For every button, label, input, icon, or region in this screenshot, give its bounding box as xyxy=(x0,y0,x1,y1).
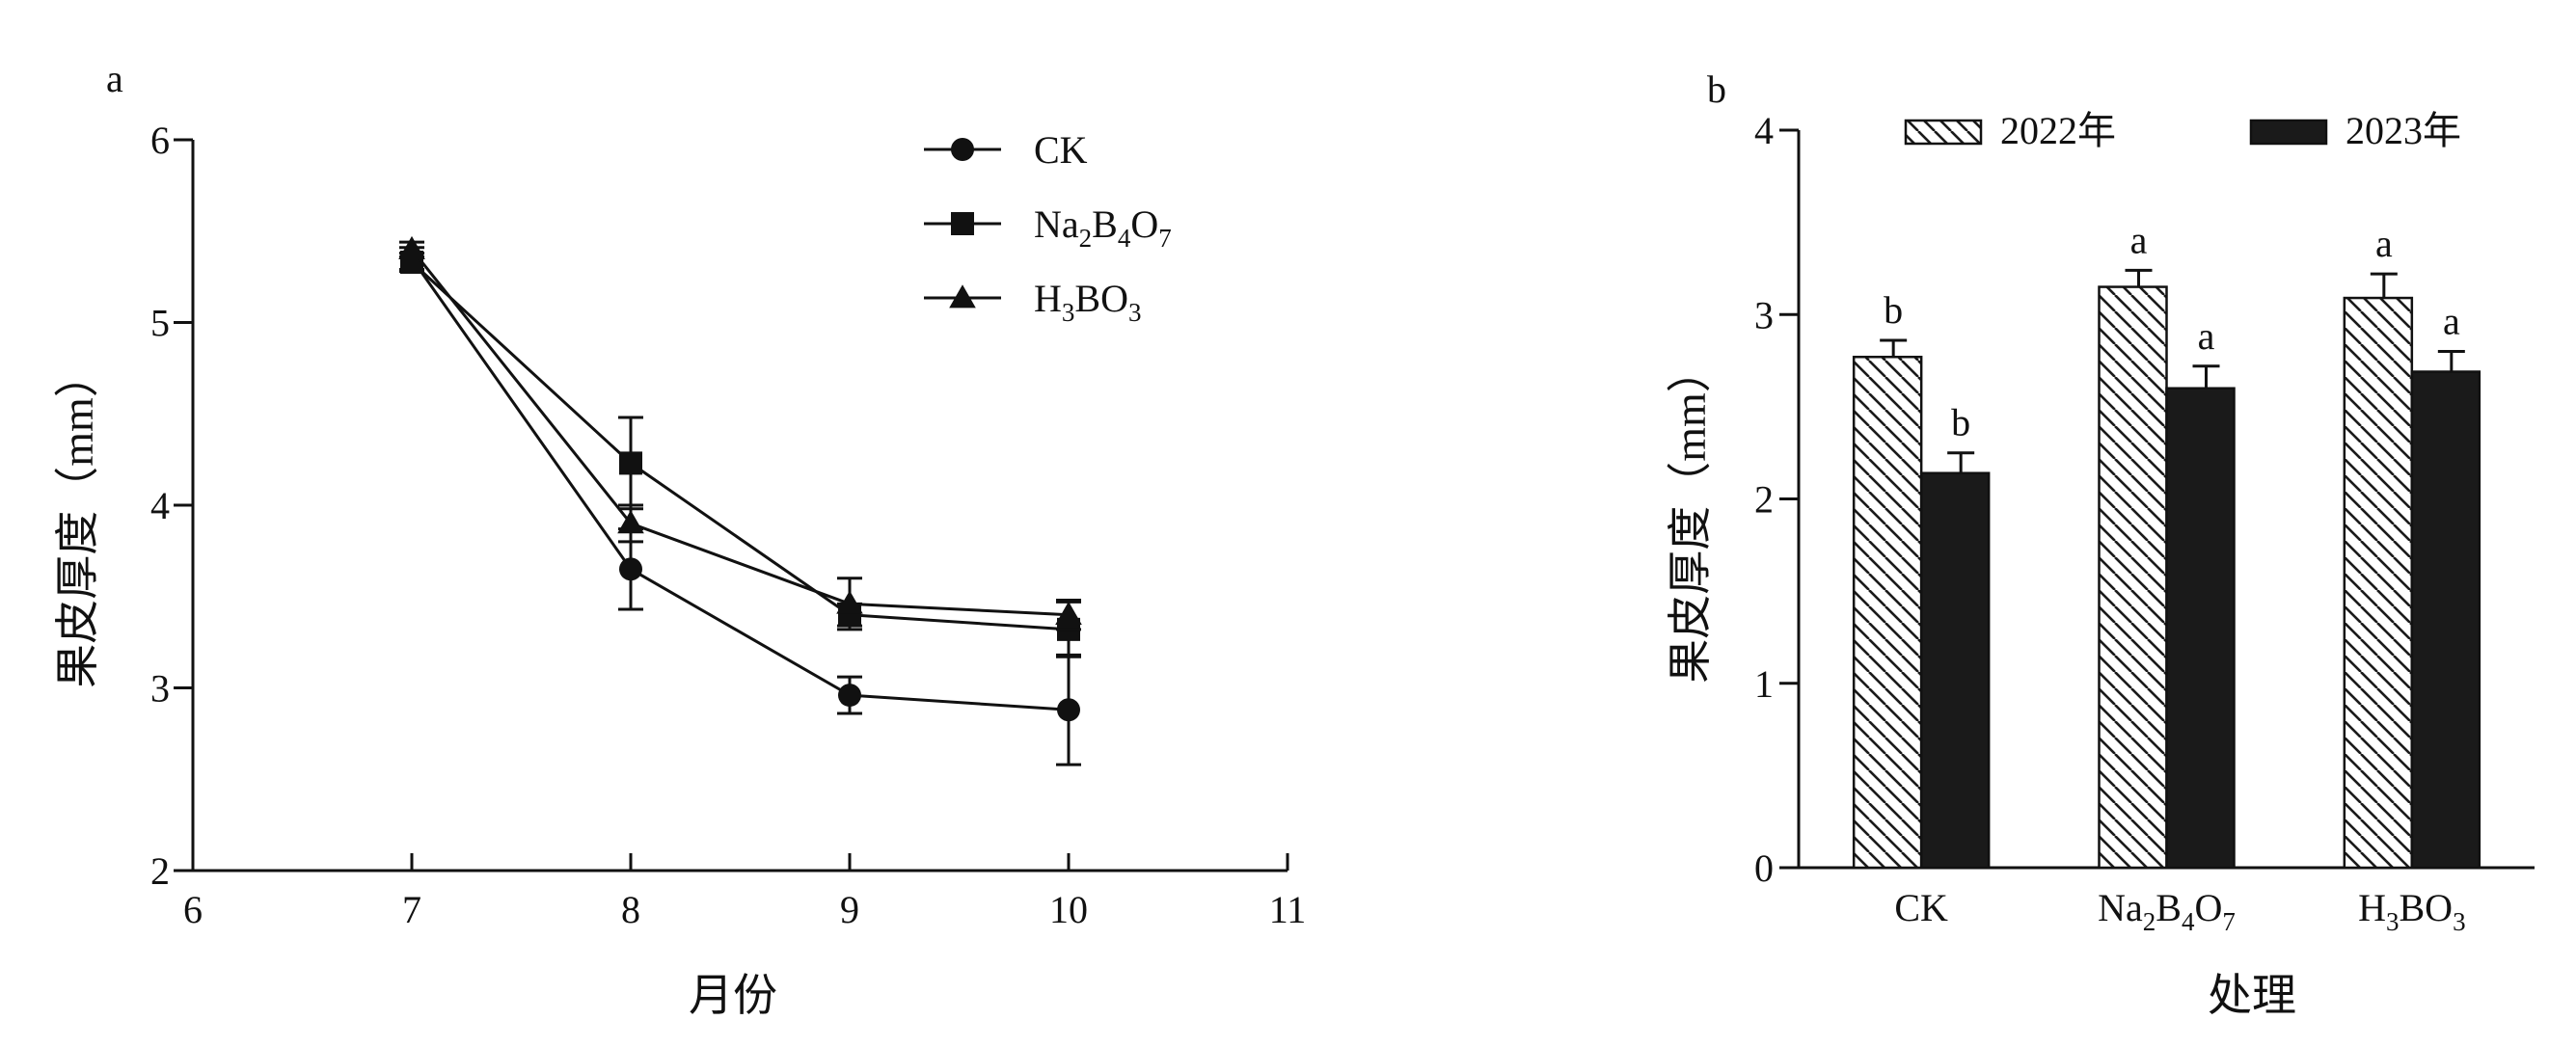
panel-b-x-tick-label: H3BO3 xyxy=(2358,886,2465,936)
panel-b-significance-label: a xyxy=(2198,314,2215,358)
panel-b-significance-label: b xyxy=(1951,401,1970,444)
panel-a-tag: a xyxy=(106,57,123,100)
panel-a-x-tick-label: 10 xyxy=(1049,888,1088,931)
panel-a-y-tick-label: 2 xyxy=(150,849,170,893)
panel-a-x-tick-label: 7 xyxy=(402,888,421,931)
panel-a-point-CK xyxy=(619,557,642,581)
panel-a-point-CK xyxy=(1057,698,1080,722)
panel-b-bar-2023年 xyxy=(1919,471,1991,870)
panel-a-y-tick-label: 5 xyxy=(150,302,170,345)
panel-a-point-H3BO3 xyxy=(398,235,425,260)
panel-b-legend: 2022年 2023年 xyxy=(1904,109,2461,152)
panel-a-legend: CK Na2B4O7 H3BO3 xyxy=(924,128,1172,327)
panel-b-y-tick-label: 2 xyxy=(1754,478,1774,522)
panel-b-bar-2023年 xyxy=(2165,387,2236,870)
panel-b-y-tick-label: 0 xyxy=(1754,846,1774,890)
panel-b-x-axis-label: 处理 xyxy=(2208,971,2296,1020)
panel-a-x-tick-label: 6 xyxy=(183,888,203,931)
panel-a-line-H3BO3 xyxy=(410,248,1070,617)
panel-b-y-tick-label: 1 xyxy=(1754,662,1774,706)
panel-a-x-tick-label: 11 xyxy=(1269,888,1307,931)
panel-b-significance-label: a xyxy=(2375,222,2393,265)
panel-b-x-tick-label: Na2B4O7 xyxy=(2098,886,2236,936)
panel-a-legend-marker xyxy=(951,212,974,235)
panel-b-legend-swatch xyxy=(2249,119,2328,146)
panel-b-significance-label: a xyxy=(2130,218,2148,261)
panel-a: a 2 3 4 5 6 6 7 8 9 10 11 CK Na2B4O7 H3BO3 月份 果皮厚度（m… xyxy=(53,57,1306,1020)
panel-a-point-H3BO3 xyxy=(836,590,863,614)
panel-a-y-tick-label: 6 xyxy=(150,119,170,162)
panel-a-x-tick-label: 8 xyxy=(621,888,640,931)
panel-a-line-Na2B4O7 xyxy=(410,260,1070,631)
panel-b-legend-label: 2023年 xyxy=(2346,109,2461,152)
panel-b-legend-label: 2022年 xyxy=(2000,109,2116,152)
panel-b-bar-2022年 xyxy=(2098,285,2168,870)
panel-b-y-axis-label: 果皮厚度（mm） xyxy=(1666,348,1715,684)
panel-a-legend-label: Na2B4O7 xyxy=(1034,202,1172,253)
panel-b-tag: b xyxy=(1707,67,1726,111)
panel-a-legend-marker xyxy=(951,138,974,161)
panel-a-point-H3BO3 xyxy=(1055,601,1082,626)
panel-b-y-tick-label: 4 xyxy=(1754,109,1774,152)
panel-a-series xyxy=(398,235,1082,766)
panel-a-y-tick-label: 4 xyxy=(150,484,170,527)
panel-b-x-tick-label: CK xyxy=(1894,886,1948,929)
panel-b-bars: b b a a a a xyxy=(1852,218,2481,870)
panel-a-point-H3BO3 xyxy=(617,510,644,534)
panel-a-point-CK xyxy=(838,684,861,708)
panel-a-legend-label: H3BO3 xyxy=(1034,277,1141,327)
panel-a-line-CK xyxy=(410,257,1070,711)
panel-a-x-axis-label: 月份 xyxy=(689,971,777,1020)
panel-b-significance-label: a xyxy=(2443,300,2460,343)
panel-b-bar-2022年 xyxy=(2343,296,2414,870)
panel-b-bar-2023年 xyxy=(2410,370,2481,870)
panel-a-legend-label: CK xyxy=(1034,128,1088,172)
panel-a-axes: 2 3 4 5 6 6 7 8 9 10 11 xyxy=(150,119,1306,931)
panel-a-legend-marker xyxy=(949,284,976,309)
panel-a-point-Na2B4O7 xyxy=(619,451,642,475)
panel-b-bar-2022年 xyxy=(1852,355,1923,870)
panel-b-significance-label: b xyxy=(1884,288,1903,332)
panel-a-y-axis-label: 果皮厚度（mm） xyxy=(53,353,102,688)
panel-b-y-tick-label: 3 xyxy=(1754,293,1774,336)
panel-b-legend-swatch xyxy=(1904,119,1983,146)
panel-a-y-tick-label: 3 xyxy=(150,667,170,711)
panel-a-x-tick-label: 9 xyxy=(840,888,859,931)
